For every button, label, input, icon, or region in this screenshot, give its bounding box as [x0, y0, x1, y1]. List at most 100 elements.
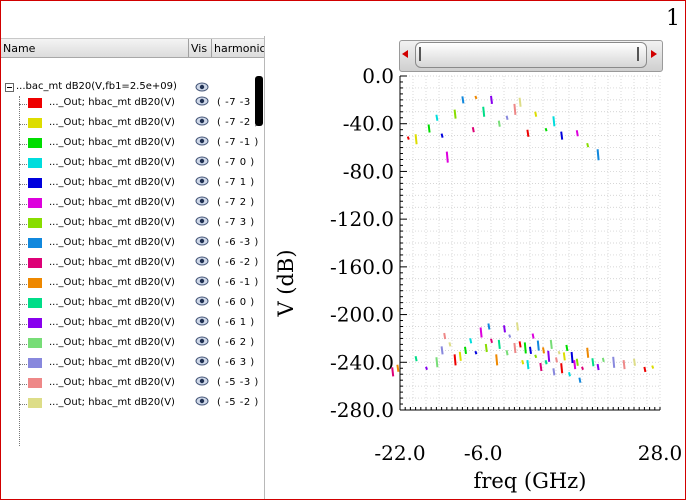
- y-tick-label: -120.0: [330, 207, 394, 231]
- zoom-scroll-thumb[interactable]: [415, 42, 647, 68]
- scroll-left-arrow-icon[interactable]: [402, 50, 408, 58]
- data-point: [633, 358, 636, 366]
- trace-color-swatch: [28, 118, 42, 128]
- data-point: [560, 363, 564, 374]
- eye-icon[interactable]: [195, 255, 209, 269]
- y-tick-label: -280.0: [330, 398, 394, 422]
- trace-color-swatch: [28, 358, 42, 368]
- y-axis-title: V (dB): [274, 249, 298, 317]
- data-point: [596, 149, 600, 161]
- trace-label: ..._Out; hbac_mt dB20(V): [49, 97, 175, 108]
- data-point: [562, 352, 566, 361]
- x-axis-title: freq (GHz): [474, 469, 587, 493]
- y-tick-label: -240.0: [330, 350, 394, 374]
- trace-row[interactable]: ..._Out; hbac_mt dB20(V) ( -6 -1 ): [1, 275, 264, 293]
- data-point: [651, 365, 655, 369]
- name-column-header[interactable]: Name: [3, 42, 36, 55]
- y-tick-label: -160.0: [330, 255, 394, 279]
- data-point: [435, 114, 439, 121]
- trace-label: ..._Out; hbac_mt dB20(V): [49, 357, 175, 368]
- trace-row[interactable]: ..._Out; hbac_mt dB20(V) ( -7 -3 ): [1, 95, 264, 113]
- y-tick-label: -200.0: [330, 303, 394, 327]
- trace-color-swatch: [28, 238, 42, 248]
- trace-row[interactable]: ..._Out; hbac_mt dB20(V) ( -5 -2 ): [1, 395, 264, 413]
- data-point: [573, 360, 577, 370]
- trace-row[interactable]: ..._Out; hbac_mt dB20(V) ( -5 -3 ): [1, 375, 264, 393]
- harmonic-value: ( -7 -2 ): [217, 117, 259, 128]
- vertical-scroll-thumb[interactable]: [255, 76, 263, 126]
- trace-row[interactable]: ..._Out; hbac_mt dB20(V) ( -6 -3 ): [1, 235, 264, 253]
- trace-row[interactable]: ..._Out; hbac_mt dB20(V) ( -7 3 ): [1, 215, 264, 233]
- trace-color-swatch: [28, 178, 42, 188]
- right-grip-icon[interactable]: [637, 47, 639, 61]
- harmonic-value: ( -6 -2 ): [217, 257, 259, 268]
- harmonic-column-header[interactable]: harmonic: [214, 42, 265, 55]
- trace-row[interactable]: ..._Out; hbac_mt dB20(V) ( -7 0 ): [1, 155, 264, 173]
- data-point: [513, 103, 517, 115]
- data-point: [505, 350, 509, 356]
- data-point: [484, 343, 488, 353]
- y-tick-label: -80.0: [343, 159, 394, 183]
- data-point: [516, 322, 519, 331]
- left-grip-icon[interactable]: [419, 47, 421, 61]
- trace-row[interactable]: ..._Out; hbac_mt dB20(V) ( -6 0 ): [1, 295, 264, 313]
- data-point: [425, 366, 428, 371]
- data-point: [458, 351, 462, 361]
- harmonic-value: ( -7 2 ): [217, 197, 255, 208]
- trace-label: ..._Out; hbac_mt dB20(V): [49, 237, 175, 248]
- harmonic-value: ( -7 3 ): [217, 217, 255, 228]
- data-point: [643, 366, 647, 373]
- eye-icon[interactable]: [195, 215, 209, 229]
- trace-row[interactable]: ..._Out; hbac_mt dB20(V) ( -6 1 ): [1, 315, 264, 333]
- trace-row[interactable]: ..._Out; hbac_mt dB20(V) ( -7 2 ): [1, 195, 264, 213]
- data-point: [565, 344, 569, 352]
- eye-icon[interactable]: [195, 155, 209, 169]
- trace-row[interactable]: ..._Out; hbac_mt dB20(V) ( -7 -2 ): [1, 115, 264, 133]
- data-point: [414, 134, 418, 145]
- eye-icon[interactable]: [195, 235, 209, 249]
- data-point: [557, 350, 561, 355]
- trace-browser-panel: Name Vis harmonic ...bac_mt dB20(V,fb1=2…: [1, 36, 265, 499]
- trace-color-swatch: [28, 218, 42, 228]
- minus-box-icon[interactable]: [5, 83, 14, 92]
- harmonic-value: ( -7 -3 ): [217, 97, 259, 108]
- eye-icon[interactable]: [195, 395, 209, 409]
- trace-row[interactable]: ..._Out; hbac_mt dB20(V) ( -7 1 ): [1, 175, 264, 193]
- data-point: [542, 347, 545, 354]
- eye-icon[interactable]: [195, 195, 209, 209]
- trace-row[interactable]: ..._Out; hbac_mt dB20(V) ( -6 3 ): [1, 355, 264, 373]
- vis-column-header[interactable]: Vis: [191, 42, 208, 55]
- eye-icon[interactable]: [195, 81, 209, 93]
- trace-color-swatch: [28, 398, 42, 408]
- harmonic-value: ( -6 1 ): [217, 317, 255, 328]
- trace-label: ..._Out; hbac_mt dB20(V): [49, 397, 175, 408]
- trace-color-swatch: [28, 298, 42, 308]
- eye-icon[interactable]: [195, 135, 209, 149]
- data-point: [523, 342, 527, 354]
- eye-icon[interactable]: [195, 355, 209, 369]
- trace-row[interactable]: ..._Out; hbac_mt dB20(V) ( -7 -1 ): [1, 135, 264, 153]
- eye-icon[interactable]: [195, 335, 209, 349]
- data-point: [591, 358, 595, 367]
- eye-icon[interactable]: [195, 95, 209, 109]
- data-point: [586, 347, 590, 358]
- eye-icon[interactable]: [195, 375, 209, 389]
- trace-row[interactable]: ..._Out; hbac_mt dB20(V) ( -6 2 ): [1, 335, 264, 353]
- eye-icon[interactable]: [195, 275, 209, 289]
- data-point: [549, 339, 553, 350]
- scroll-right-arrow-icon[interactable]: [651, 50, 657, 58]
- eye-icon[interactable]: [195, 315, 209, 329]
- trace-row[interactable]: ..._Out; hbac_mt dB20(V) ( -6 -2 ): [1, 255, 264, 273]
- x-tick-label: -22.0: [374, 441, 425, 465]
- trace-color-swatch: [28, 258, 42, 268]
- data-point: [560, 131, 564, 140]
- trace-color-swatch: [28, 278, 42, 288]
- data-point: [622, 360, 626, 370]
- trace-label: ..._Out; hbac_mt dB20(V): [49, 217, 175, 228]
- spectrum-chart[interactable]: 0.0 -40.0 -80.0 -120.0 -160.0 -200.0 -240.0 -28…: [265, 60, 686, 500]
- eye-icon[interactable]: [195, 175, 209, 189]
- eye-icon[interactable]: [195, 115, 209, 129]
- data-point: [503, 325, 506, 333]
- trace-label: ..._Out; hbac_mt dB20(V): [49, 377, 175, 388]
- eye-icon[interactable]: [195, 295, 209, 309]
